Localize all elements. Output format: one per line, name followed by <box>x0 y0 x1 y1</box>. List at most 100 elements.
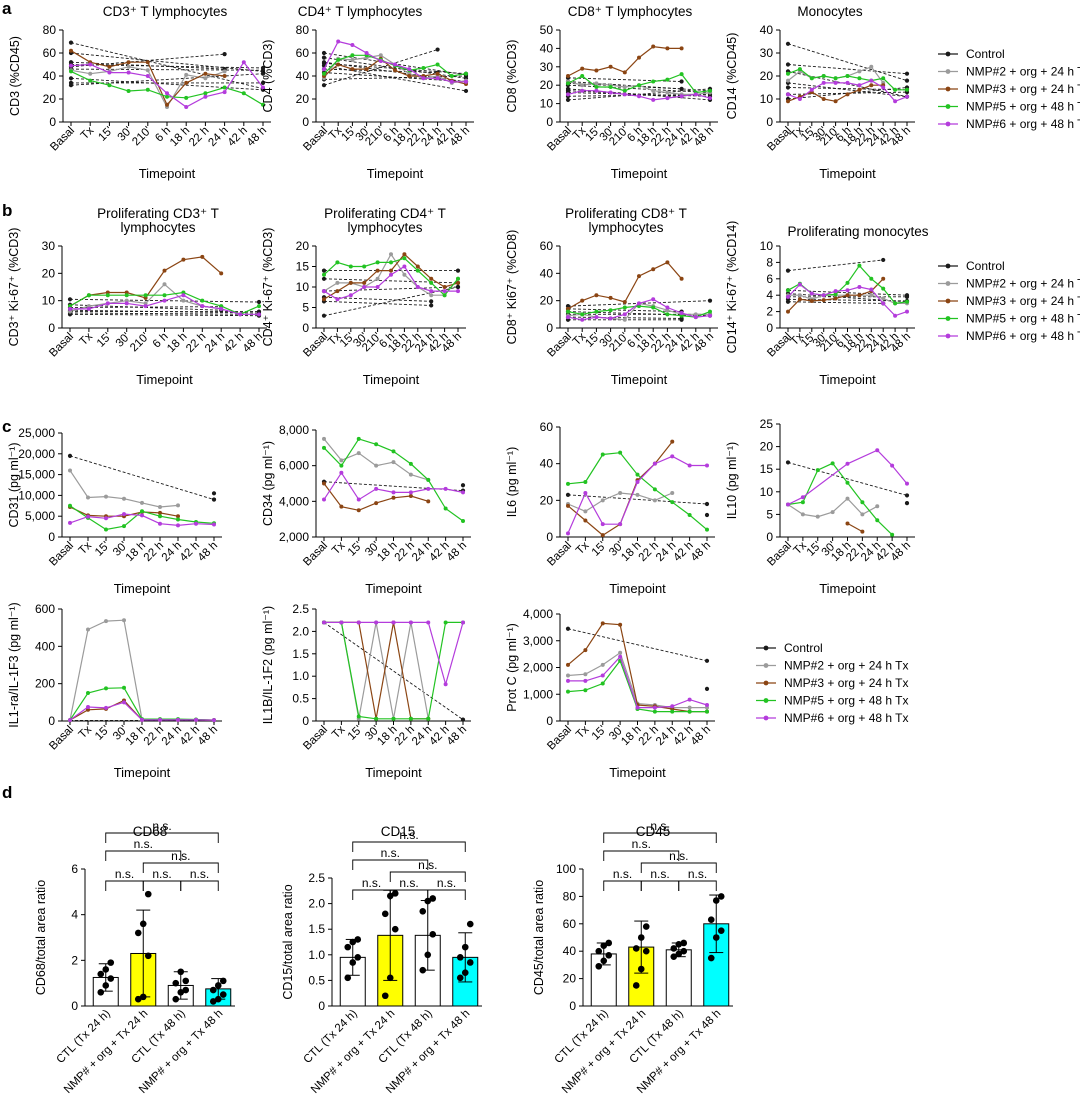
data-point <box>675 941 683 948</box>
nmp5-point <box>86 293 91 298</box>
x-tick-label: Tx <box>574 723 592 741</box>
legend-label-control: Control <box>966 259 1005 273</box>
x-tick-label: 48 h <box>689 724 713 748</box>
nmp5-point <box>104 686 108 691</box>
x-axis-label: Timepoint <box>365 765 422 780</box>
nmp5-point <box>786 288 790 293</box>
x-axis-label: Timepoint <box>819 372 876 387</box>
nmp2-point <box>143 301 148 306</box>
legend-swatch-dot <box>763 663 769 668</box>
nmp6-point <box>905 481 909 486</box>
nmp2-point <box>618 650 623 655</box>
control-point <box>68 60 74 65</box>
y-tick-label: 2,000 <box>523 661 553 675</box>
nmp2-point <box>158 505 162 510</box>
x-tick-label: 15' <box>93 724 112 743</box>
nmp6-point <box>833 289 838 294</box>
control-point <box>881 257 886 263</box>
nmp6-point <box>88 62 93 67</box>
legend-label-nmp5: NMP#5 + org + 48 h Tx <box>966 312 1080 326</box>
nmp2-point <box>184 72 189 77</box>
legend-row-a: Control NMP#2 + org + 24 h Tx NMP#3 + org … <box>938 47 1080 131</box>
nmp2-point <box>378 53 383 58</box>
y-tick-label: 40 <box>760 23 774 37</box>
control-point <box>785 460 791 465</box>
nmp5-point <box>68 304 72 309</box>
significance-bracket <box>352 841 466 852</box>
nmp6-point <box>905 94 909 99</box>
nmp2-point <box>583 672 588 677</box>
nmp5-point <box>594 85 599 90</box>
legend-swatch-dot <box>945 333 951 339</box>
y-tick-label: 3,000 <box>523 634 553 648</box>
nmp5-point <box>461 518 465 523</box>
nmp6-point <box>797 282 802 287</box>
nmp6-point <box>348 293 353 298</box>
data-point <box>680 947 688 955</box>
nmp6-point <box>857 83 862 88</box>
y-tick-label: 20 <box>296 92 310 106</box>
y-tick-label: 1.0 <box>308 948 325 962</box>
legend-swatch-dot <box>945 316 951 321</box>
nmp5-point <box>905 87 909 92</box>
nmp2-point <box>140 500 144 505</box>
nmp6-point <box>464 79 468 84</box>
nmp5-point <box>200 298 205 303</box>
x-tick-label: Tx <box>77 330 95 348</box>
nmp6-point <box>622 312 627 317</box>
control-point <box>785 299 791 304</box>
nmp3-point <box>426 499 431 504</box>
nmp2-point <box>124 298 129 303</box>
chart-title: lymphocytes <box>120 220 195 235</box>
control-point <box>222 52 227 57</box>
data-point <box>707 916 715 923</box>
nmp3-point <box>651 44 656 49</box>
significance-label: n.s. <box>134 837 153 851</box>
nmp6-series-line <box>323 471 464 501</box>
nmp5-point <box>356 436 361 441</box>
legend-label-nmp3: NMP#3 + org + 24 h Tx <box>784 676 909 690</box>
nmp5-point <box>104 527 108 532</box>
nmp5-point <box>583 480 588 484</box>
nmp2-point <box>122 496 126 501</box>
nmp5-point <box>809 76 814 81</box>
nmp6-point <box>679 94 684 99</box>
nmp3-series-line <box>567 622 707 713</box>
nmp5-point <box>124 293 129 298</box>
control-point <box>460 717 466 722</box>
data-point <box>381 992 389 1000</box>
nmp6-point <box>322 497 326 502</box>
data-point <box>642 947 650 955</box>
y-tick-label: 20 <box>540 78 554 92</box>
nmp5-point <box>566 689 570 694</box>
nmp5-point <box>261 102 265 107</box>
data-point <box>107 975 115 982</box>
nmp5-point <box>881 286 886 291</box>
nmp3-point <box>594 293 599 298</box>
control-line <box>69 298 260 303</box>
nmp5-point <box>857 76 862 81</box>
chart-b1: Proliferating CD3⁺ Tlymphocytes0102030Ba… <box>7 206 267 387</box>
nmp6-point <box>869 78 874 83</box>
control-point <box>679 79 684 84</box>
nmp5-point <box>622 305 627 310</box>
nmp5-point <box>143 293 148 298</box>
nmp5-point <box>583 688 588 693</box>
control-line <box>69 312 260 315</box>
significance-bracket <box>603 850 680 861</box>
nmp3-point <box>69 48 73 53</box>
legend-swatch-dot <box>945 121 951 127</box>
nmp5-point <box>203 91 208 96</box>
y-tick-label: 60 <box>540 420 554 434</box>
nmp3-point <box>126 60 131 65</box>
control-point <box>904 493 910 498</box>
nmp5-point <box>449 74 454 78</box>
x-tick-label: 15' <box>590 540 609 559</box>
nmp6-point <box>415 285 420 289</box>
data-point <box>381 910 389 918</box>
nmp2-point <box>670 491 675 495</box>
nmp2-point <box>665 90 670 95</box>
nmp5-point <box>362 264 367 269</box>
nmp6-point <box>408 490 413 495</box>
nmp6-point <box>786 92 790 97</box>
